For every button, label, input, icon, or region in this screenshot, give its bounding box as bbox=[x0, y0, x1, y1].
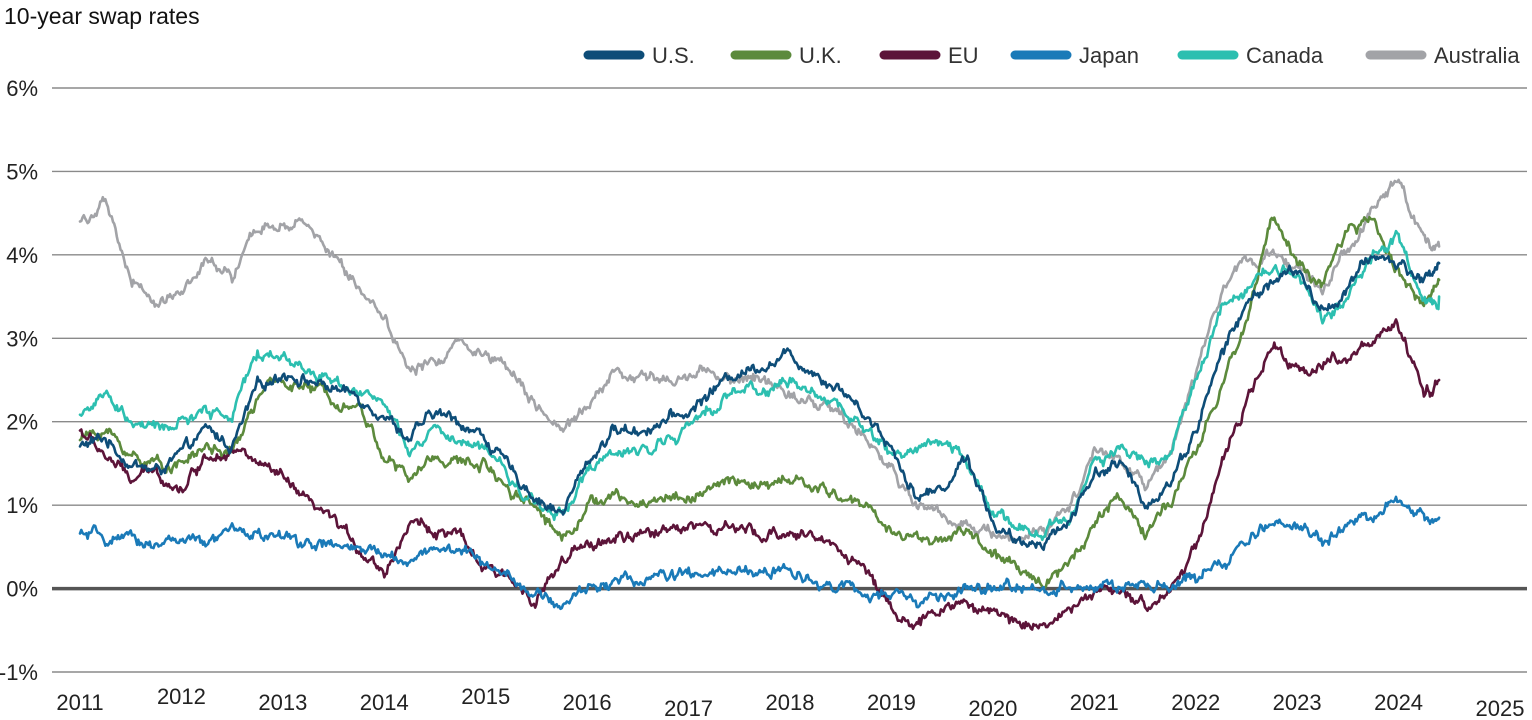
x-tick-label: 2014 bbox=[360, 690, 409, 715]
x-tick-label: 2011 bbox=[56, 690, 103, 715]
legend-label: U.K. bbox=[799, 43, 842, 68]
series-line-australia bbox=[78, 178, 1441, 544]
series-line-canada bbox=[78, 229, 1441, 542]
y-tick-label: 1% bbox=[6, 493, 38, 518]
x-tick-label: 2021 bbox=[1070, 690, 1119, 715]
legend-label: EU bbox=[948, 43, 979, 68]
y-tick-label: 0% bbox=[6, 577, 38, 602]
series-line-japan bbox=[78, 495, 1441, 611]
chart-title: 10-year swap rates bbox=[4, 3, 200, 29]
y-tick-label: 3% bbox=[6, 326, 38, 351]
legend: U.S. U.K. EU Japan Canada Australia bbox=[583, 43, 1520, 68]
x-tick-label: 2015 bbox=[461, 684, 510, 709]
y-tick-label: 2% bbox=[6, 410, 38, 435]
x-tick-label: 2017 bbox=[664, 696, 713, 720]
x-tick-label: 2019 bbox=[867, 690, 916, 715]
y-axis-ticks: -1% 0% 1% 2% 3% 4% 5% 6% bbox=[0, 76, 38, 685]
legend-label: Japan bbox=[1079, 43, 1139, 68]
series-line-eu bbox=[78, 318, 1441, 631]
series-line-uk bbox=[78, 215, 1441, 591]
series-lines bbox=[78, 178, 1441, 631]
y-tick-label: 5% bbox=[6, 159, 38, 184]
x-tick-label: 2020 bbox=[968, 696, 1017, 720]
x-axis-ticks: 2011 2012 2013 2014 2015 2016 2017 2018 2019 2020… bbox=[56, 684, 1524, 720]
gridlines bbox=[52, 87, 1527, 673]
x-tick-label: 2024 bbox=[1374, 690, 1423, 715]
series-line-us bbox=[78, 254, 1441, 552]
legend-label: Canada bbox=[1246, 43, 1324, 68]
x-tick-label: 2013 bbox=[258, 690, 307, 715]
x-tick-label: 2025 bbox=[1476, 696, 1525, 720]
y-tick-label: 4% bbox=[6, 243, 38, 268]
legend-label: U.S. bbox=[652, 43, 695, 68]
y-tick-label: 6% bbox=[6, 76, 38, 101]
x-tick-label: 2012 bbox=[157, 684, 206, 709]
x-tick-label: 2018 bbox=[766, 690, 815, 715]
legend-label: Australia bbox=[1434, 43, 1520, 68]
x-tick-label: 2016 bbox=[563, 690, 612, 715]
y-tick-label: -1% bbox=[0, 660, 38, 685]
x-tick-label: 2022 bbox=[1171, 690, 1220, 715]
x-tick-label: 2023 bbox=[1273, 690, 1322, 715]
